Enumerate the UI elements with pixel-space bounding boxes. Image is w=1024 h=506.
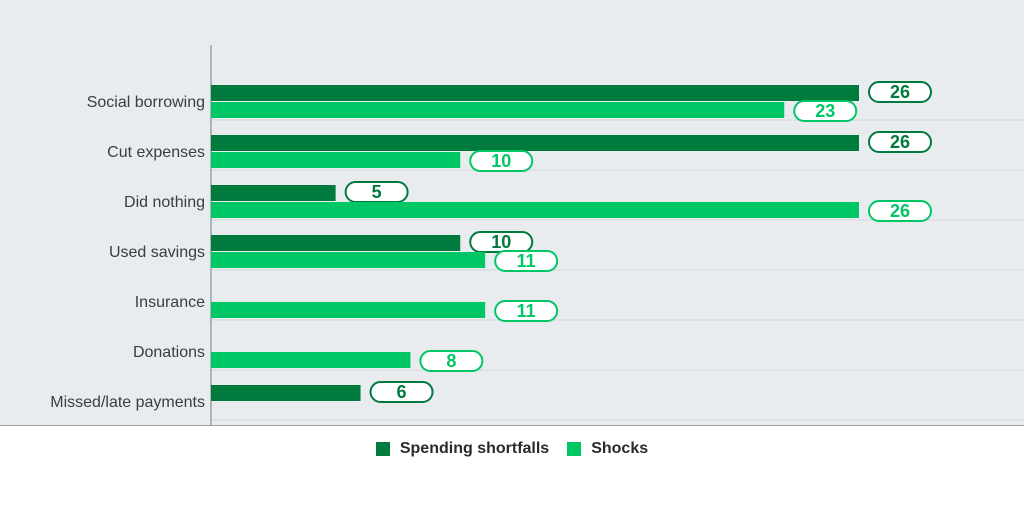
data-label-box-shocks-social-borrowing <box>793 100 858 122</box>
category-label-cut-expenses: Cut expenses <box>107 144 205 161</box>
data-label-shocks-social-borrowing: 23 <box>815 101 835 121</box>
category-label-did-nothing: Did nothing <box>124 194 205 211</box>
data-label-shocks-did-nothing: 26 <box>890 201 910 221</box>
bar-shocks-used-savings <box>211 252 486 268</box>
data-label-shocks-used-savings: 11 <box>517 251 536 271</box>
category-label-used-savings: Used savings <box>109 244 205 261</box>
bars: 26 23 26 10 5 26 10 11 11 8 6 <box>211 81 932 403</box>
chart-panel: 26 23 26 10 5 26 10 11 11 8 6 Social borrowing Cut … <box>0 0 1024 426</box>
data-label-box-shocks-donations <box>419 350 484 372</box>
data-label-box-spending-shortfalls-cut-expenses <box>868 131 932 153</box>
data-label-box-shocks-insurance <box>494 300 559 322</box>
data-label-box-shocks-cut-expenses <box>469 150 534 172</box>
data-label-spending-shortfalls-cut-expenses: 26 <box>890 132 910 152</box>
legend-item-shocks: Shocks <box>567 440 648 458</box>
category-label-insurance: Insurance <box>135 294 205 311</box>
legend-swatch <box>567 442 582 456</box>
data-label-box-shocks-did-nothing <box>868 200 932 222</box>
data-label-shocks-insurance: 11 <box>517 301 536 321</box>
bar-spending-shortfalls-cut-expenses <box>211 135 859 151</box>
bar-spending-shortfalls-missed-late-payments <box>211 385 361 401</box>
category-labels: Social borrowing Cut expenses Did nothing U… <box>50 94 205 411</box>
category-label-donations: Donations <box>133 344 205 361</box>
bar-chart: 26 23 26 10 5 26 10 11 11 8 6 Social borrowing Cut … <box>50 45 1024 426</box>
data-label-box-spending-shortfalls-social-borrowing <box>868 81 932 103</box>
data-label-spending-shortfalls-missed-late-payments: 6 <box>397 382 407 402</box>
category-label-social-borrowing: Social borrowing <box>87 94 205 111</box>
bar-shocks-cut-expenses <box>211 152 461 168</box>
legend: Spending shortfalls Shocks <box>0 436 1024 462</box>
bar-spending-shortfalls-used-savings <box>211 235 461 251</box>
data-label-spending-shortfalls-social-borrowing: 26 <box>890 82 910 102</box>
bar-shocks-insurance <box>211 302 486 318</box>
bar-shocks-social-borrowing <box>211 102 785 118</box>
bar-shocks-donations <box>211 352 411 368</box>
category-label-missed-late-payments: Missed/late payments <box>50 394 205 411</box>
data-label-shocks-cut-expenses: 10 <box>491 151 511 171</box>
legend-swatch <box>375 442 390 456</box>
legend-item-spending-shortfalls: Spending shortfalls <box>375 440 550 458</box>
bar-spending-shortfalls-did-nothing <box>211 185 336 201</box>
data-label-spending-shortfalls-used-savings: 10 <box>491 232 511 252</box>
data-label-box-shocks-used-savings <box>494 250 559 272</box>
bar-shocks-did-nothing <box>211 202 859 218</box>
bar-spending-shortfalls-social-borrowing <box>211 85 859 101</box>
data-label-box-spending-shortfalls-missed-late-payments <box>369 381 434 403</box>
legend-label: Shocks <box>591 440 649 457</box>
legend-label: Spending shortfalls <box>399 440 550 457</box>
grid-lines <box>211 119 1024 421</box>
data-label-shocks-donations: 8 <box>446 351 456 371</box>
data-label-spending-shortfalls-did-nothing: 5 <box>372 182 382 202</box>
